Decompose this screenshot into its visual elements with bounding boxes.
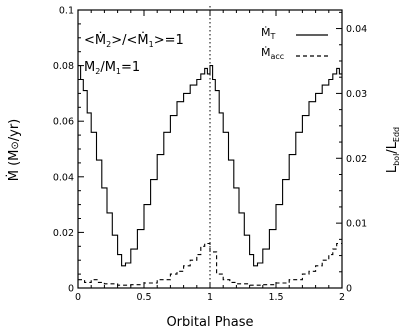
x-axis-label: Orbital Phase	[166, 315, 253, 330]
y2-tick-label: 0	[346, 284, 352, 295]
y2-tick-label: 0.02	[346, 154, 367, 165]
legend-label-mdot-acc: Ṁacc	[261, 46, 284, 61]
x-tick-label: 1	[207, 292, 213, 303]
series-mdot-t-line	[78, 65, 342, 267]
y2-tick-label: 0.01	[346, 219, 367, 230]
x-tick-label: 2	[339, 292, 345, 303]
y-tick-label: 0	[68, 284, 74, 295]
x-tick-label: 1.5	[268, 292, 283, 303]
y2-axis-label: Lbol/LEdd	[385, 127, 401, 173]
x-tick-label: 0.5	[136, 292, 151, 303]
y2-axis-ticks: 0 0.01 0.02 0.03 0.04	[336, 11, 367, 295]
legend-label-mdot-t: ṀT	[261, 26, 276, 41]
y-axis-ticks: 0 0.02 0.04 0.06 0.08 0.1	[53, 6, 84, 295]
y2-tick-label: 0.04	[346, 24, 367, 35]
y-tick-label: 0.02	[53, 228, 74, 239]
y-axis-label: Ṁ (M⊙/yr)	[6, 119, 22, 182]
y2-tick-label: 0.03	[346, 89, 367, 100]
y-tick-label: 0.08	[53, 61, 74, 72]
series-group	[78, 65, 342, 286]
y-tick-label: 0.04	[53, 172, 74, 183]
series-mdot-acc-line	[78, 242, 342, 286]
y-tick-label: 0.06	[53, 117, 74, 128]
legend: ṀT Ṁacc	[261, 26, 328, 61]
x-tick-label: 0	[75, 292, 81, 303]
y-tick-label: 0.1	[59, 6, 74, 17]
x-axis-ticks: 0 0.5 1 1.5 2	[75, 10, 345, 303]
annotation-mdot-ratio: <Ṁ2>/<Ṁ1>=1	[84, 32, 184, 49]
annotation-mass-ratio: M2/M1=1	[84, 60, 140, 76]
